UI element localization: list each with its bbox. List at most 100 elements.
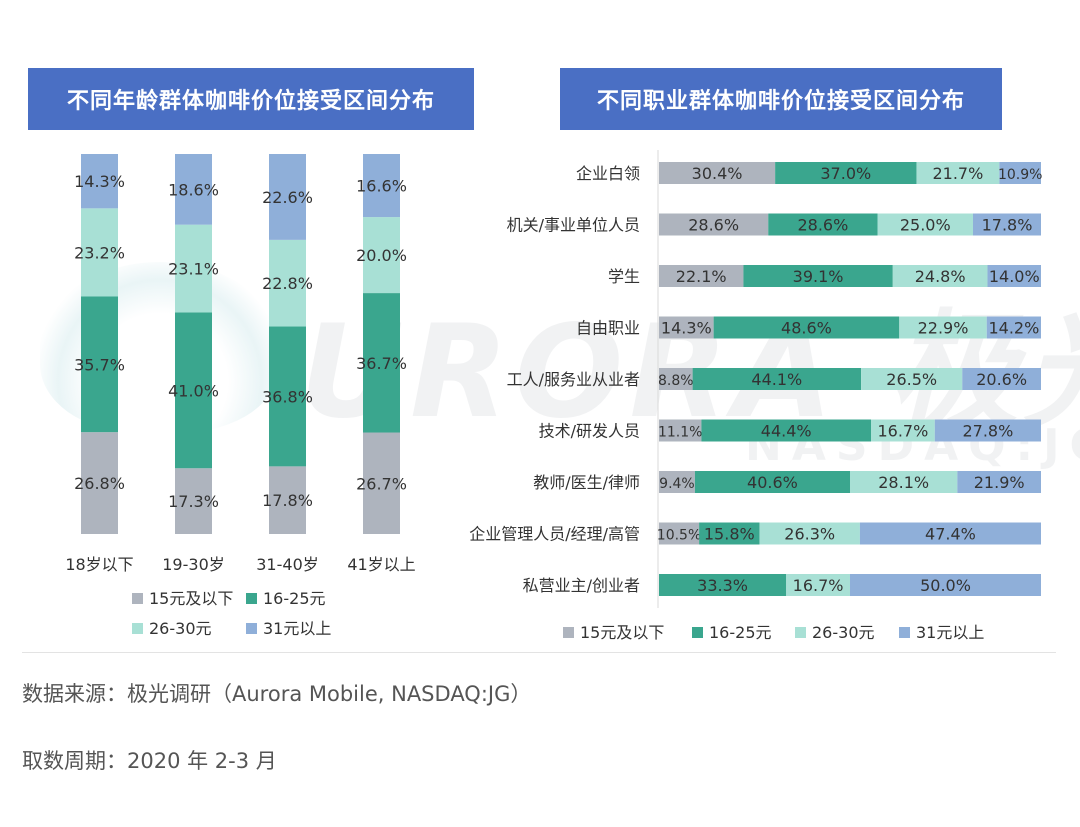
occupation-bar-segment bbox=[871, 419, 935, 442]
age-data-label: 23.2% bbox=[74, 243, 125, 262]
age-legend-label: 16-25元 bbox=[263, 589, 326, 608]
occupation-bar-segment bbox=[861, 368, 963, 390]
age-bar-segment bbox=[81, 208, 118, 297]
occupation-data-label: 44.1% bbox=[751, 370, 802, 389]
age-bar-segment bbox=[81, 296, 118, 433]
age-data-label: 17.3% bbox=[168, 492, 219, 511]
occupation-data-label: 48.6% bbox=[781, 319, 832, 338]
occupation-data-label: 28.6% bbox=[797, 216, 848, 235]
footer-divider bbox=[22, 652, 1056, 653]
occupation-data-label: 21.7% bbox=[932, 164, 983, 183]
occupation-bar-segment bbox=[659, 316, 714, 339]
age-legend-label: 15元及以下 bbox=[149, 589, 233, 608]
occupation-bar-segment bbox=[759, 522, 860, 545]
occupation-data-label: 11.1% bbox=[658, 425, 702, 441]
age-bar-segment bbox=[363, 217, 400, 294]
occupation-bar-segment bbox=[775, 162, 917, 184]
occupation-data-label: 50.0% bbox=[920, 576, 971, 595]
occupation-bar-segment bbox=[987, 265, 1041, 287]
occupation-bar-segment bbox=[973, 213, 1041, 236]
age-data-label: 26.7% bbox=[356, 474, 407, 493]
occupation-bar-segment bbox=[659, 522, 700, 545]
age-data-label: 35.7% bbox=[74, 355, 125, 374]
occupation-bar-segment bbox=[786, 574, 850, 596]
occupation-bar-segment bbox=[957, 471, 1041, 493]
occupation-bar-segment bbox=[659, 368, 693, 390]
occupation-bar-segment bbox=[986, 316, 1041, 339]
occupation-data-label: 26.3% bbox=[784, 525, 835, 544]
occupation-bar-segment bbox=[877, 213, 973, 236]
occupation-data-label: 33.3% bbox=[697, 576, 748, 595]
age-category-label: 19-30岁 bbox=[162, 555, 225, 574]
age-bar-segment bbox=[175, 224, 212, 313]
occupation-bar-segment bbox=[962, 368, 1041, 390]
age-data-label: 36.7% bbox=[356, 354, 407, 373]
occupation-data-label: 16.7% bbox=[793, 576, 844, 595]
occupation-category-label: 学生 bbox=[608, 267, 640, 286]
age-bar-segment bbox=[363, 293, 400, 433]
occupation-bar-segment bbox=[659, 574, 787, 596]
occupation-bar-segment bbox=[659, 419, 702, 442]
occupation-data-label: 21.9% bbox=[974, 473, 1025, 492]
age-data-label: 23.1% bbox=[168, 260, 219, 279]
occupation-data-label: 14.0% bbox=[989, 267, 1040, 286]
occupation-data-label: 9.4% bbox=[659, 476, 695, 492]
age-data-label: 36.8% bbox=[262, 387, 313, 406]
age-data-label: 18.6% bbox=[168, 180, 219, 199]
occupation-bar-segment bbox=[743, 265, 893, 287]
occupation-data-label: 44.4% bbox=[761, 422, 812, 441]
occupation-chart-title: 不同职业群体咖啡价位接受区间分布 bbox=[560, 68, 1002, 130]
occupation-legend-label: 15元及以下 bbox=[580, 623, 664, 642]
occupation-bar-segment bbox=[694, 471, 850, 493]
age-legend-swatch bbox=[132, 623, 143, 634]
age-legend-label: 31元以上 bbox=[263, 619, 331, 638]
age-bar-segment bbox=[363, 154, 400, 218]
age-bar-segment bbox=[269, 239, 306, 327]
occupation-bar-segment bbox=[934, 419, 1041, 442]
occupation-bar-segment bbox=[692, 368, 862, 390]
occupation-bar-segment bbox=[859, 522, 1041, 545]
age-bar-segment bbox=[175, 468, 212, 534]
occupation-bar-segment bbox=[916, 162, 1000, 184]
occupation-bar-segment bbox=[999, 162, 1041, 184]
occupation-data-label: 22.1% bbox=[676, 267, 727, 286]
data-source-text: 数据来源：极光调研（Aurora Mobile, NASDAQ:JG） bbox=[22, 682, 532, 706]
occupation-category-label: 技术/研发人员 bbox=[539, 422, 640, 441]
occupation-category-label: 机关/事业单位人员 bbox=[507, 216, 640, 235]
age-category-label: 18岁以下 bbox=[65, 555, 133, 574]
age-legend-swatch bbox=[132, 593, 143, 604]
occupation-legend-label: 31元以上 bbox=[916, 623, 984, 642]
occupation-data-label: 27.8% bbox=[962, 422, 1013, 441]
age-legend-label: 26-30元 bbox=[149, 619, 212, 638]
occupation-legend-swatch bbox=[692, 627, 703, 638]
occupation-bar-segment bbox=[659, 213, 769, 236]
age-bar-segment bbox=[269, 154, 306, 240]
occupation-bar-segment bbox=[713, 316, 900, 339]
age-legend-swatch bbox=[246, 623, 257, 634]
occupation-data-label: 14.3% bbox=[661, 319, 712, 338]
occupation-bar-segment bbox=[850, 471, 958, 493]
occupation-data-label: 16.7% bbox=[877, 422, 928, 441]
occupation-category-label: 私营业主/创业者 bbox=[523, 576, 640, 595]
occupation-bar-segment bbox=[850, 574, 1041, 596]
age-data-label: 26.8% bbox=[74, 474, 125, 493]
occupation-data-label: 30.4% bbox=[692, 164, 743, 183]
occupation-bar-segment bbox=[701, 419, 872, 442]
occupation-category-label: 企业白领 bbox=[576, 164, 640, 183]
age-data-label: 22.6% bbox=[262, 188, 313, 207]
occupation-data-label: 17.8% bbox=[982, 216, 1033, 235]
occupation-data-label: 39.1% bbox=[793, 267, 844, 286]
age-data-label: 41.0% bbox=[168, 381, 219, 400]
occupation-data-label: 28.1% bbox=[878, 473, 929, 492]
occupation-bar-segment bbox=[892, 265, 988, 287]
occupation-data-label: 24.8% bbox=[915, 267, 966, 286]
occupation-data-label: 37.0% bbox=[820, 164, 871, 183]
occupation-data-label: 14.2% bbox=[988, 319, 1039, 338]
occupation-bar-segment bbox=[768, 213, 878, 236]
occupation-data-label: 8.8% bbox=[658, 373, 694, 389]
age-legend-swatch bbox=[246, 593, 257, 604]
occupation-bar-segment bbox=[899, 316, 987, 339]
occupation-category-label: 教师/医生/律师 bbox=[533, 473, 640, 492]
occupation-data-label: 26.5% bbox=[886, 370, 937, 389]
